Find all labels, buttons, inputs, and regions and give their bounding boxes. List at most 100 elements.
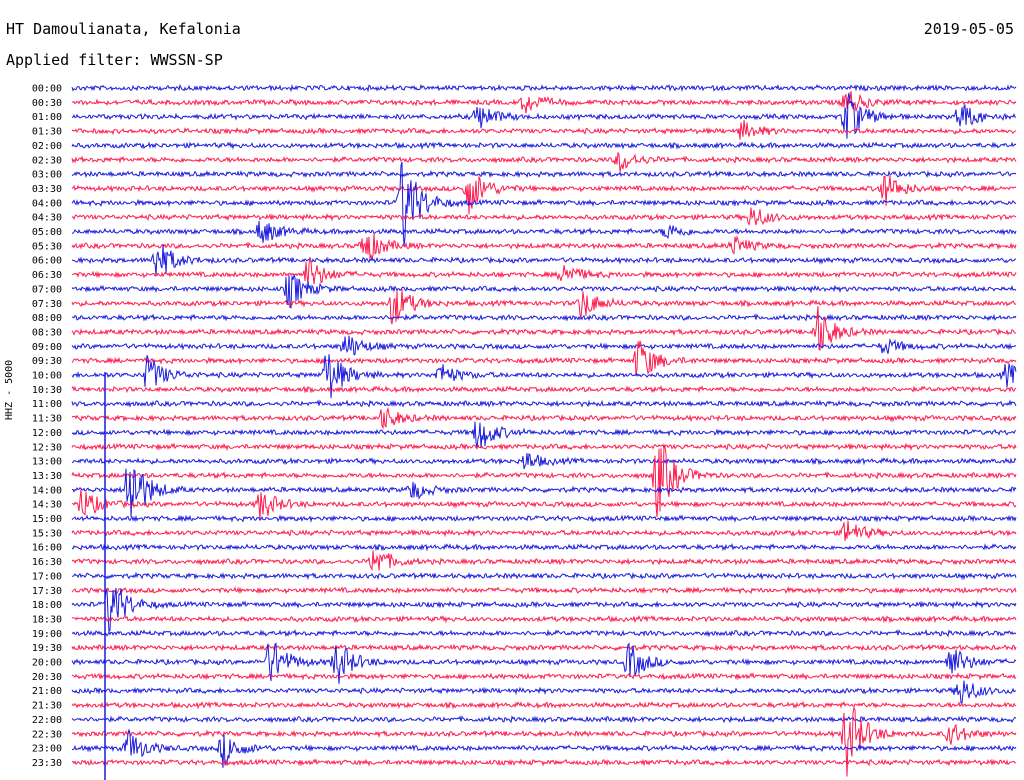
trace-1100 bbox=[71, 399, 1017, 408]
time-label-0900: 09:00 bbox=[32, 342, 62, 353]
time-label-1700: 17:00 bbox=[32, 571, 62, 582]
trace-0930 bbox=[71, 340, 1017, 376]
trace-1630 bbox=[71, 550, 1017, 571]
trace-1200 bbox=[71, 421, 1017, 448]
time-label-2030: 20:30 bbox=[32, 672, 62, 683]
time-label-1400: 14:00 bbox=[32, 485, 62, 496]
trace-0600 bbox=[71, 244, 1017, 276]
time-label-1330: 13:30 bbox=[32, 471, 62, 482]
trace-1600 bbox=[71, 542, 1017, 552]
time-label-0300: 03:00 bbox=[32, 170, 62, 181]
trace-2130 bbox=[71, 700, 1017, 710]
time-label-1430: 14:30 bbox=[32, 500, 62, 511]
trace-0330 bbox=[71, 175, 1017, 215]
time-label-0530: 05:30 bbox=[32, 241, 62, 252]
filter-label: Applied filter: WWSSN-SP bbox=[6, 51, 223, 69]
trace-0730 bbox=[71, 289, 1017, 325]
trace-0500 bbox=[72, 220, 1017, 243]
time-label-1100: 11:00 bbox=[32, 399, 62, 410]
time-label-0000: 00:00 bbox=[32, 84, 62, 95]
trace-1300 bbox=[71, 453, 1017, 470]
time-label-0630: 06:30 bbox=[32, 270, 62, 281]
trace-2300 bbox=[71, 728, 1017, 768]
trace-0430 bbox=[71, 207, 1017, 227]
trace-0530 bbox=[71, 232, 1017, 261]
trace-0400 bbox=[71, 161, 1017, 247]
trace-1130 bbox=[71, 406, 1017, 430]
time-label-1200: 12:00 bbox=[32, 428, 62, 439]
time-label-0400: 04:00 bbox=[32, 198, 62, 209]
trace-1330 bbox=[71, 442, 1017, 518]
time-label-1730: 17:30 bbox=[32, 586, 62, 597]
trace-1530 bbox=[71, 520, 1017, 541]
trace-0900 bbox=[71, 335, 1017, 356]
time-label-0100: 01:00 bbox=[32, 112, 62, 123]
trace-1700 bbox=[72, 571, 1017, 581]
station-title: HT Damoulianata, Kefalonia bbox=[6, 20, 241, 38]
time-label-1830: 18:30 bbox=[32, 614, 62, 625]
time-label-1930: 19:30 bbox=[32, 643, 62, 654]
trace-0630 bbox=[71, 257, 1017, 285]
time-label-0930: 09:30 bbox=[32, 356, 62, 367]
time-label-1800: 18:00 bbox=[32, 600, 62, 611]
time-label-0130: 01:30 bbox=[32, 127, 62, 138]
trace-1500 bbox=[71, 514, 1017, 523]
time-label-1530: 15:30 bbox=[32, 528, 62, 539]
time-labels: 00:00 00:30 01:00 01:30 02:00 02:30 03:00 03:30… bbox=[32, 84, 62, 769]
time-label-1900: 19:00 bbox=[32, 629, 62, 640]
time-label-1030: 10:30 bbox=[32, 385, 62, 396]
time-label-1300: 13:00 bbox=[32, 457, 62, 468]
trace-0000 bbox=[71, 83, 1017, 93]
time-label-0730: 07:30 bbox=[32, 299, 62, 310]
trace-1830 bbox=[71, 614, 1017, 624]
trace-1400 bbox=[71, 468, 1017, 518]
trace-0100 bbox=[71, 92, 1017, 139]
time-label-0430: 04:30 bbox=[32, 213, 62, 224]
time-label-0030: 00:30 bbox=[32, 98, 62, 109]
trace-1800 bbox=[71, 587, 1017, 633]
time-label-0230: 02:30 bbox=[32, 155, 62, 166]
time-label-1600: 16:00 bbox=[32, 543, 62, 554]
trace-2230 bbox=[71, 705, 1017, 777]
trace-0830 bbox=[71, 305, 1017, 351]
time-label-2000: 20:00 bbox=[32, 658, 62, 669]
trace-2030 bbox=[71, 672, 1017, 681]
trace-2100 bbox=[71, 680, 1017, 704]
trace-2330 bbox=[71, 758, 1016, 767]
time-label-2230: 22:30 bbox=[32, 729, 62, 740]
trace-0200 bbox=[71, 141, 1017, 150]
time-label-0330: 03:30 bbox=[32, 184, 62, 195]
trace-0030 bbox=[71, 91, 1017, 114]
time-label-2130: 21:30 bbox=[32, 701, 62, 712]
time-label-0830: 08:30 bbox=[32, 327, 62, 338]
trace-1030 bbox=[71, 384, 1017, 394]
trace-0130 bbox=[71, 120, 1017, 140]
trace-1000 bbox=[71, 354, 1017, 399]
time-label-0200: 02:00 bbox=[32, 141, 62, 152]
trace-2200 bbox=[71, 715, 1017, 724]
trace-0230 bbox=[71, 152, 1017, 172]
trace-0300 bbox=[71, 169, 1017, 179]
trace-1730 bbox=[71, 586, 1017, 595]
time-label-1630: 16:30 bbox=[32, 557, 62, 568]
time-label-1130: 11:30 bbox=[32, 414, 62, 425]
time-label-1500: 15:00 bbox=[32, 514, 62, 525]
time-label-1000: 10:00 bbox=[32, 371, 62, 382]
trace-1430 bbox=[71, 489, 1017, 520]
trace-1230 bbox=[71, 442, 1017, 452]
trace-1930 bbox=[71, 643, 1017, 652]
time-label-0800: 08:00 bbox=[32, 313, 62, 324]
trace-1900 bbox=[71, 628, 1017, 638]
time-label-0600: 06:00 bbox=[32, 256, 62, 267]
trace-2000 bbox=[71, 642, 1017, 684]
trace-group bbox=[71, 83, 1017, 780]
time-label-2100: 21:00 bbox=[32, 686, 62, 697]
time-label-0700: 07:00 bbox=[32, 284, 62, 295]
trace-0800 bbox=[71, 313, 1017, 322]
time-label-2330: 23:30 bbox=[32, 758, 62, 769]
time-label-1230: 12:30 bbox=[32, 442, 62, 453]
date-label: 2019-05-05 bbox=[923, 20, 1014, 38]
time-label-2200: 22:00 bbox=[32, 715, 62, 726]
trace-0700 bbox=[71, 273, 1017, 309]
